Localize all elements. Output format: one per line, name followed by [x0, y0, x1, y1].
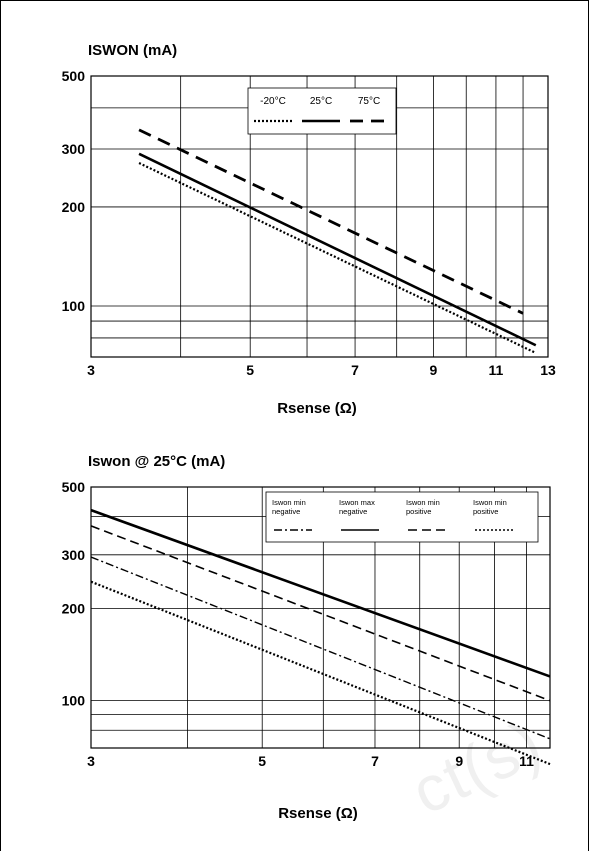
x-tick-label: 11 — [489, 362, 504, 378]
plot-frame — [90, 75, 549, 358]
x-tick-label: 5 — [246, 362, 254, 378]
legend-label-1: 25°C — [310, 96, 332, 107]
series-line-2 — [138, 128, 524, 315]
legend-box — [265, 491, 539, 543]
series-line-2 — [90, 525, 551, 702]
chart1-ylabel: ISWON (mA) — [88, 42, 177, 59]
x-tick-label: 13 — [540, 362, 556, 378]
series-line-1 — [138, 152, 537, 347]
y-tick-label: 500 — [62, 479, 86, 495]
chart1-grid — [90, 75, 549, 358]
y-tick-label: 100 — [62, 298, 86, 314]
legend-label-3: Iswon min positive — [473, 498, 507, 516]
y-tick-label: 500 — [62, 68, 86, 84]
series-line-0 — [90, 556, 551, 740]
legend-label-2: Iswon min positive — [406, 498, 440, 516]
x-tick-label: 3 — [87, 753, 95, 769]
chart1-xlabel: Rsense (Ω) — [277, 400, 357, 417]
x-tick-label: 3 — [87, 362, 95, 378]
chart2-series — [90, 508, 551, 766]
x-tick-label: 9 — [455, 753, 463, 769]
x-tick-label: 5 — [258, 753, 266, 769]
chart1-series — [138, 128, 537, 354]
x-tick-label: 7 — [351, 362, 359, 378]
y-tick-label: 200 — [62, 199, 86, 215]
plot-frame — [90, 486, 551, 749]
legend-label-1: Iswon max negative — [339, 498, 375, 516]
y-tick-label: 300 — [62, 547, 86, 563]
chart2-xlabel: Rsense (Ω) — [278, 805, 358, 822]
chart1-ticks: 3 5 7 9 11 13 100 200 300 500 — [62, 68, 556, 378]
chart-iswon-25c: Iswon @ 25°C (mA) Rsense (Ω) 3 5 7 9 1110020… — [62, 453, 551, 822]
series-line-3 — [90, 580, 551, 766]
chart2-legend: Iswon min negative Iswon max negative Iswon … — [265, 491, 539, 543]
y-tick-label: 200 — [62, 601, 86, 617]
legend-label-2: 75°C — [358, 96, 380, 107]
legend-label-0: Iswon min negative — [272, 498, 306, 516]
x-tick-label: 9 — [429, 362, 437, 378]
series-line-1 — [90, 508, 551, 678]
chart2-ylabel: Iswon @ 25°C (mA) — [88, 453, 225, 470]
series-line-0 — [138, 162, 537, 354]
chart1-legend: -20°C 25°C 75°C — [247, 87, 397, 135]
legend-box — [247, 87, 397, 135]
y-tick-label: 300 — [62, 141, 86, 157]
y-tick-label: 100 — [62, 693, 86, 709]
chart-temperature: ISWON (mA) Rsense (Ω) 3 5 7 9 11 13 100 200 300 5… — [62, 42, 556, 417]
x-tick-label: 7 — [371, 753, 379, 769]
legend-label-0: -20°C — [260, 96, 286, 107]
